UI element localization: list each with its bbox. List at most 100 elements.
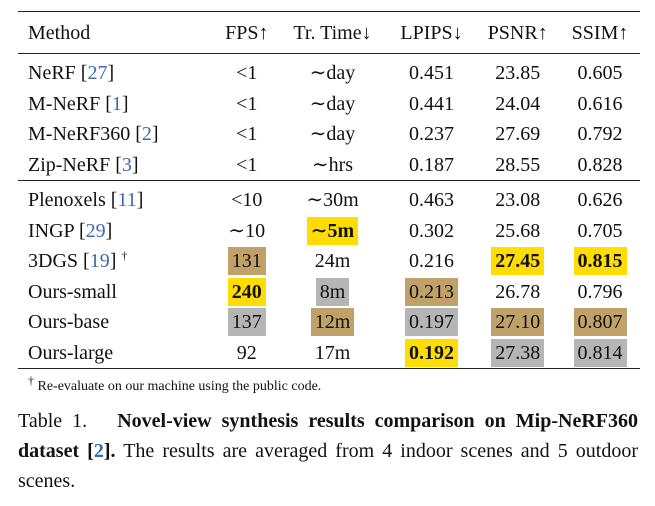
fps-cell: <1 — [216, 149, 278, 181]
psnr-cell: 24.04 — [495, 92, 541, 115]
lpips-cell: 0.302 — [409, 219, 454, 242]
psnr-cell: 27.45 — [475, 246, 560, 277]
train-time-cell: ∼5m — [277, 216, 387, 247]
train-time-cell: 24m — [314, 250, 351, 273]
lpips-cell: 0.192 — [387, 337, 476, 369]
method-cell: M-NeRF360 [2] — [28, 123, 159, 146]
method-name: Plenoxels — [28, 189, 106, 212]
method-name: Ours-small — [28, 280, 117, 303]
citation-link[interactable]: 3 — [121, 153, 132, 176]
method-name: M-NeRF — [28, 92, 101, 115]
highlight-first: ∼5m — [306, 216, 359, 245]
fps-cell: <1 — [236, 92, 258, 115]
method-name: Ours-base — [28, 311, 110, 334]
table-row-ours-base: Ours-base 137 12m 0.197 27.10 0.807 — [18, 307, 640, 338]
method-name: 3DGS — [28, 250, 79, 273]
table-header-row: Method FPS↑ Tr. Time↓ LPIPS↓ PSNR↑ SSIM↑ — [18, 11, 640, 54]
footnote-dagger: † — [28, 373, 34, 388]
highlight-first: 0.815 — [573, 247, 627, 276]
citation-link[interactable]: 2 — [141, 123, 152, 146]
fps-cell: 137 — [216, 307, 277, 338]
citation-link[interactable]: 29 — [85, 219, 106, 242]
method-name: M-NeRF360 — [28, 123, 131, 146]
table-row-zip-nerf: Zip-NeRF [3] <1 ∼hrs 0.187 28.55 0.828 — [18, 149, 640, 181]
table-footnote: † Re-evaluate on our machine using the p… — [28, 374, 322, 396]
citation-link[interactable]: 19 — [89, 250, 110, 273]
lpips-cell: 0.187 — [387, 149, 476, 181]
ssim-cell: 0.815 — [560, 246, 640, 277]
train-time-cell: ∼30m — [306, 189, 359, 212]
fps-cell: ∼10 — [228, 219, 266, 242]
train-time-cell: ∼day — [309, 62, 356, 85]
lpips-cell: 0.441 — [409, 92, 454, 115]
method-cell: Plenoxels [11] — [28, 189, 144, 212]
highlight-first: 240 — [227, 277, 266, 306]
caption-title-text: Novel-view synthesis results comparison … — [18, 410, 638, 462]
table-row-ingp: INGP [29] ∼10 ∼5m 0.302 25.68 0.705 — [18, 216, 640, 247]
method-cell: INGP [29] — [28, 219, 113, 242]
train-time-cell: 8m — [277, 277, 387, 308]
highlight-second: 0.807 — [573, 308, 627, 337]
fps-cell: <10 — [231, 189, 263, 212]
lpips-cell: 0.451 — [409, 62, 454, 85]
train-time-cell: 12m — [277, 307, 387, 338]
table-row-nerf: NeRF [27] <1 ∼day 0.451 23.85 0.605 — [18, 54, 640, 89]
fps-cell: 92 — [216, 337, 278, 369]
method-cell: Zip-NeRF [3] — [18, 149, 217, 181]
table-row-ours-large: Ours-large 92 17m 0.192 27.38 0.814 — [18, 337, 640, 369]
caption-body: The results are averaged from 4 indoor s… — [18, 440, 639, 492]
lpips-cell: 0.216 — [409, 250, 454, 273]
psnr-cell: 28.55 — [475, 149, 561, 181]
psnr-cell: 23.85 — [495, 62, 541, 85]
train-time-cell: ∼day — [309, 92, 356, 115]
train-time-cell: ∼day — [309, 123, 356, 146]
ssim-cell: 0.605 — [577, 62, 623, 85]
fps-cell: <1 — [236, 123, 258, 146]
psnr-cell: 27.10 — [475, 307, 560, 338]
highlight-first: 27.45 — [491, 247, 545, 276]
header-psnr: PSNR↑ — [487, 21, 548, 44]
caption-title-end: ]. — [103, 440, 116, 462]
fps-cell: 131 — [216, 246, 277, 277]
highlight-first: 0.192 — [405, 338, 458, 367]
caption-citation-link[interactable]: 2 — [93, 440, 104, 462]
caption-label: Table 1. — [18, 410, 88, 432]
psnr-cell: 27.69 — [495, 123, 541, 146]
citation-link[interactable]: 1 — [111, 92, 122, 115]
highlight-second: 131 — [227, 247, 266, 276]
table-row-ours-small: Ours-small 240 8m 0.213 26.78 0.796 — [18, 277, 640, 308]
highlight-third: 0.814 — [573, 338, 627, 367]
results-table: Method FPS↑ Tr. Time↓ LPIPS↓ PSNR↑ SSIM↑… — [18, 11, 640, 369]
citation-link[interactable]: 11 — [117, 189, 137, 212]
lpips-cell: 0.213 — [388, 277, 476, 308]
header-lpips: LPIPS↓ — [400, 21, 463, 44]
footnote-text: Re-evaluate on our machine using the pub… — [34, 379, 322, 394]
highlight-second: 0.213 — [405, 277, 458, 306]
citation-link[interactable]: 27 — [87, 62, 108, 85]
table-row-m-nerf: M-NeRF [1] <1 ∼day 0.441 24.04 0.616 — [18, 89, 640, 120]
highlight-third: 27.38 — [491, 338, 545, 367]
ssim-cell: 0.796 — [577, 280, 623, 303]
table-row-3dgs: 3DGS [19] † 131 24m 0.216 27.45 0.815 — [18, 246, 640, 277]
table-row-m-nerf360: M-NeRF360 [2] <1 ∼day 0.237 27.69 0.792 — [18, 119, 640, 150]
header-train-time: Tr. Time↓ — [293, 21, 372, 44]
caption-title: Novel-view synthesis results comparison … — [18, 410, 638, 462]
train-time-cell: ∼hrs — [277, 149, 388, 181]
lpips-cell: 0.237 — [409, 123, 454, 146]
dagger-mark: † — [121, 248, 128, 263]
lpips-cell: 0.463 — [409, 189, 454, 212]
highlight-third: 0.197 — [405, 308, 458, 337]
fps-cell: 240 — [216, 277, 277, 308]
ssim-cell: 0.807 — [560, 307, 640, 338]
header-method: Method — [28, 21, 91, 44]
highlight-second: 27.10 — [491, 308, 545, 337]
header-ssim: SSIM↑ — [571, 21, 629, 44]
method-cell: M-NeRF [1] — [28, 92, 129, 115]
ssim-cell: 0.626 — [577, 189, 623, 212]
ssim-cell: 0.616 — [577, 92, 623, 115]
highlight-second: 12m — [310, 308, 355, 337]
method-name: NeRF — [28, 62, 76, 85]
method-name: Ours-large — [18, 337, 217, 369]
ssim-cell: 0.814 — [560, 337, 640, 369]
